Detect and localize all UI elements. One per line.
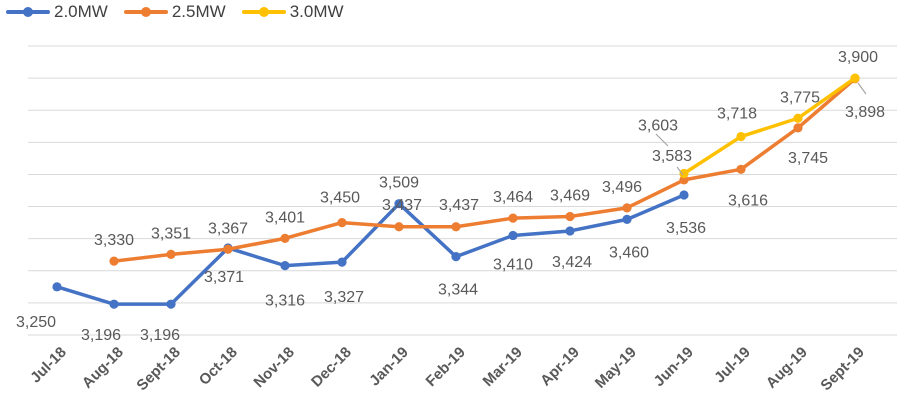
data-point-2.5MW [223,244,233,254]
legend-marker-2.5mw-icon [123,6,168,18]
data-point-2.5MW [622,203,632,213]
legend-marker-2.0mw-icon [6,6,50,18]
data-point-2.0MW [337,257,347,267]
label-leader-line [857,82,867,95]
data-label-2.5MW: 3,898 [845,104,885,121]
data-label-2.5MW: 3,469 [550,188,590,205]
data-label-2.5MW: 3,496 [602,179,642,196]
legend-label-2.5mw: 2.5MW [171,2,226,21]
data-point-2.5MW [337,218,347,228]
data-label-3.0MW: 3,900 [838,49,878,66]
data-point-3.0MW [793,113,803,123]
data-point-2.5MW [166,249,176,260]
legend-item-3.0mw: 3.0MW [241,2,344,22]
x-axis-label: Dec-18 [308,344,355,391]
legend-label-3.0mw: 3.0MW [289,2,344,21]
legend-item-2.0mw: 2.0MW [6,2,108,22]
data-point-3.0MW [850,73,860,83]
data-label-2.5MW: 3,330 [94,232,134,249]
data-label-3.0MW: 3,775 [780,89,820,106]
x-axis-label: May-19 [592,344,640,392]
data-label-2.0MW: 3,344 [438,282,478,299]
data-point-2.5MW [394,222,404,232]
data-label-2.0MW: 3,250 [16,314,56,331]
series-line-3.0MW [682,76,857,176]
data-point-2.0MW [622,214,632,224]
data-label-2.5MW: 3,351 [151,225,191,242]
data-point-2.0MW [451,252,461,262]
data-label-2.5MW: 3,437 [439,197,479,214]
legend-label-2.0mw: 2.0MW [54,2,108,21]
label-leader-line [676,166,684,176]
data-label-2.0MW: 3,371 [204,269,244,286]
data-label-3.0MW: 3,718 [717,106,757,123]
data-point-2.5MW [451,222,461,232]
data-label-2.5MW: 3,367 [208,220,248,237]
data-point-2.5MW [679,175,689,185]
data-point-2.0MW [394,199,404,209]
data-point-2.5MW [109,256,119,266]
data-label-2.5MW: 3,450 [320,190,360,207]
x-axis-label: Aug-18 [79,344,127,392]
data-point-3.0MW [736,131,746,142]
data-point-2.5MW [736,164,746,174]
x-axis-label: Sept-18 [133,344,183,394]
data-point-2.0MW [565,226,575,236]
data-point-2.0MW [280,261,290,271]
data-label-2.5MW: 3,464 [493,189,533,206]
data-label-2.0MW: 3,410 [493,256,533,273]
data-point-2.0MW [508,230,518,241]
data-label-3.0MW: 3,603 [638,117,678,134]
data-point-2.0MW [679,190,689,200]
x-axis-label: Apr-19 [537,344,583,390]
data-label-2.0MW: 3,196 [81,327,121,344]
data-point-2.5MW [793,123,803,133]
x-axis-label: Nov-18 [250,344,297,391]
data-label-2.0MW: 3,424 [552,254,592,271]
data-label-2.0MW: 3,327 [324,289,364,306]
data-point-2.5MW [508,213,518,223]
x-axis-label: Jan-19 [366,344,412,390]
data-point-2.0MW [109,299,119,309]
data-point-2.0MW [166,299,176,309]
data-point-2.0MW [52,282,62,292]
data-point-3.0MW [679,168,689,179]
x-axis-label: Jun-19 [651,344,697,390]
data-label-2.5MW: 3,401 [265,209,305,226]
x-axis-label: Oct-18 [196,344,241,389]
chart-legend: 2.0MW 2.5MW 3.0MW [6,2,360,22]
series-line-2.0MW [55,193,686,306]
x-axis-label: Feb-19 [423,344,469,390]
data-point-2.5MW [565,211,575,222]
data-label-2.5MW: 3,616 [728,192,768,209]
data-point-2.5MW [280,233,290,243]
x-axis-label: Sept-19 [817,344,867,394]
label-leader-line [655,133,669,147]
data-label-2.0MW: 3,536 [666,220,706,237]
data-label-2.0MW: 3,509 [379,175,419,192]
data-label-2.5MW: 3,437 [382,197,422,214]
data-label-2.5MW: 3,745 [788,150,828,167]
legend-item-2.5mw: 2.5MW [123,2,226,22]
series-line-2.5MW [112,77,857,263]
legend-marker-3.0mw-icon [241,6,286,18]
data-label-2.0MW: 3,316 [265,293,305,310]
x-axis-label: Aug-19 [763,344,811,392]
data-label-2.0MW: 3,460 [609,244,649,261]
x-axis-label: Mar-19 [480,344,526,390]
data-label-2.0MW: 3,196 [140,327,180,344]
x-axis-label: Jul-18 [27,344,70,387]
data-label-2.5MW: 3,583 [652,148,692,165]
x-axis-label: Jul-19 [711,344,754,387]
